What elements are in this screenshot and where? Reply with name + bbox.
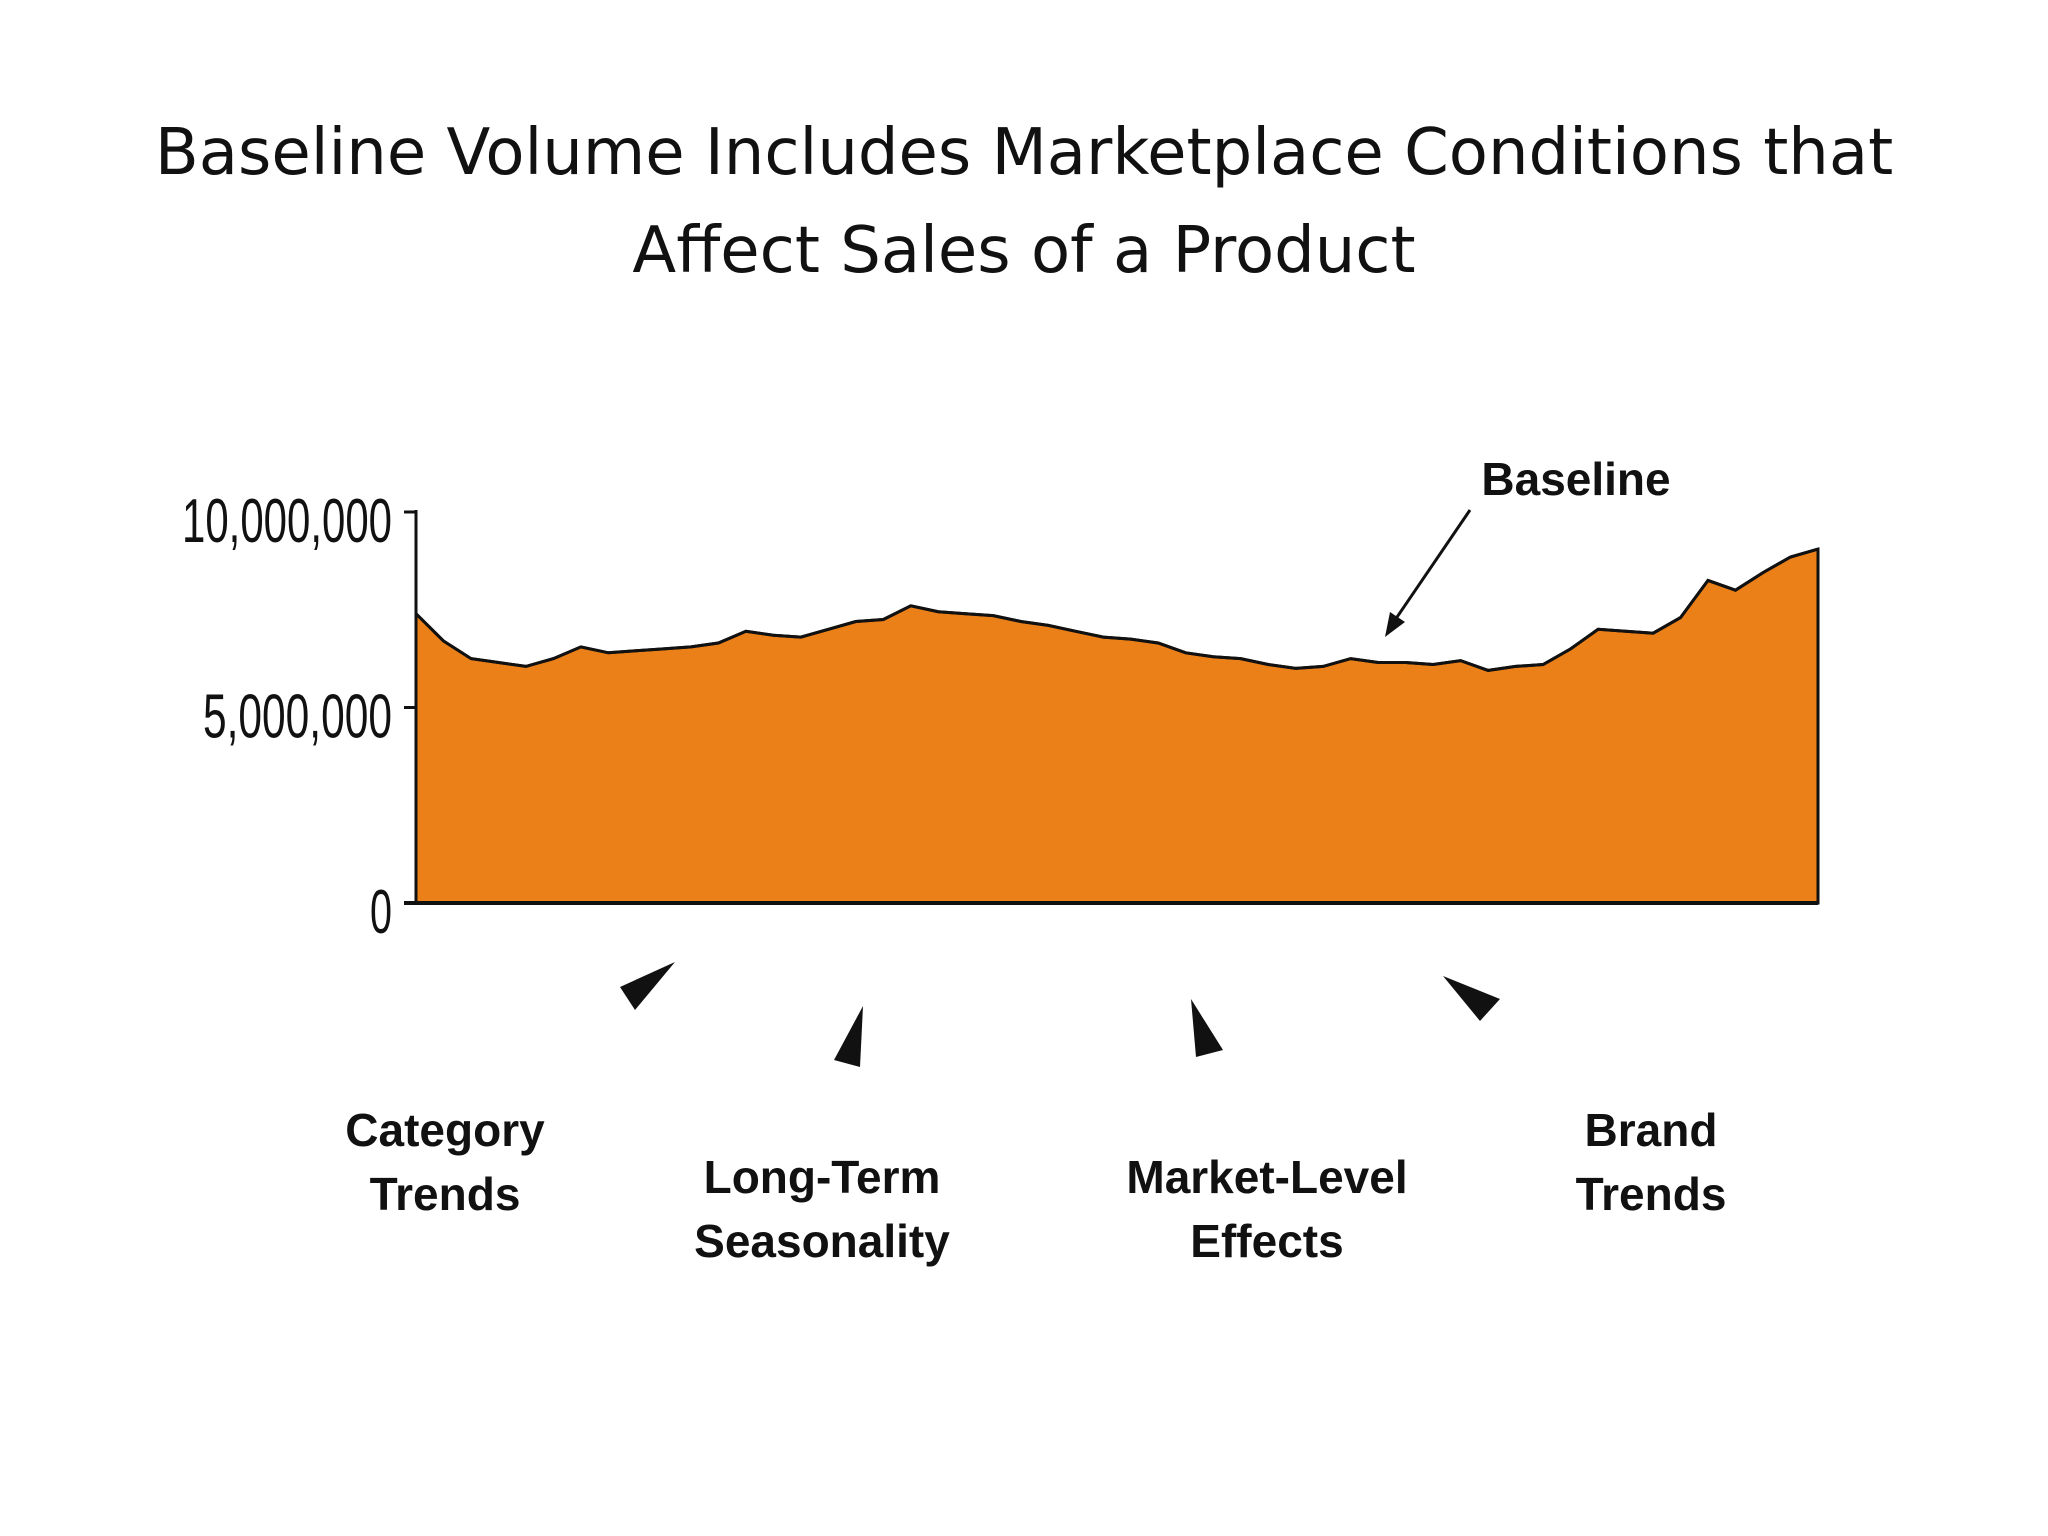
factor-pointer-3: [1191, 999, 1223, 1057]
factor-label-market-level-effects: Market-Level Effects: [1057, 1145, 1477, 1273]
factor-label-line-2: Trends: [369, 1168, 521, 1220]
chart-marks: [414, 547, 1820, 905]
baseline-annotation-label: Baseline: [1481, 453, 1670, 505]
factor-pointer-1: [620, 962, 675, 1010]
factor-pointer-4: [1443, 976, 1500, 1021]
factor-pointers: [620, 962, 1500, 1067]
factor-label-brand-trends: Brand Trends: [1441, 1098, 1861, 1226]
factor-label-line-1: Brand: [1584, 1104, 1718, 1156]
baseline-annotation-arrow-shaft: [1391, 509, 1472, 624]
y-tick-label: 0: [370, 878, 392, 947]
slide-title: Baseline Volume Includes Marketplace Con…: [0, 104, 2048, 300]
baseline-line: [414, 547, 1819, 672]
factor-label-line-1: Category: [345, 1104, 545, 1156]
factor-label-line-1: Market-Level: [1126, 1151, 1408, 1203]
y-tick-label: 5,000,000: [203, 683, 392, 752]
factor-label-long-term-seasonality: Long-Term Seasonality: [612, 1145, 1032, 1273]
slide-title-line-2: Affect Sales of a Product: [632, 214, 1416, 288]
chart-axes: 10,000,000 5,000,000 0: [182, 487, 1818, 947]
baseline-area: [414, 547, 1820, 905]
factor-label-category-trends: Category Trends: [235, 1098, 655, 1226]
factor-pointer-2: [834, 1006, 863, 1067]
factor-label-line-2: Seasonality: [694, 1215, 950, 1267]
factor-label-line-2: Trends: [1575, 1168, 1727, 1220]
y-tick-label: 10,000,000: [182, 487, 392, 556]
factor-label-line-1: Long-Term: [703, 1151, 941, 1203]
baseline-annotation-arrow-head: [1385, 612, 1405, 637]
factor-label-line-2: Effects: [1190, 1215, 1344, 1267]
slide-title-line-1: Baseline Volume Includes Marketplace Con…: [154, 116, 1894, 190]
chart-annotations: Baseline: [1385, 453, 1671, 637]
